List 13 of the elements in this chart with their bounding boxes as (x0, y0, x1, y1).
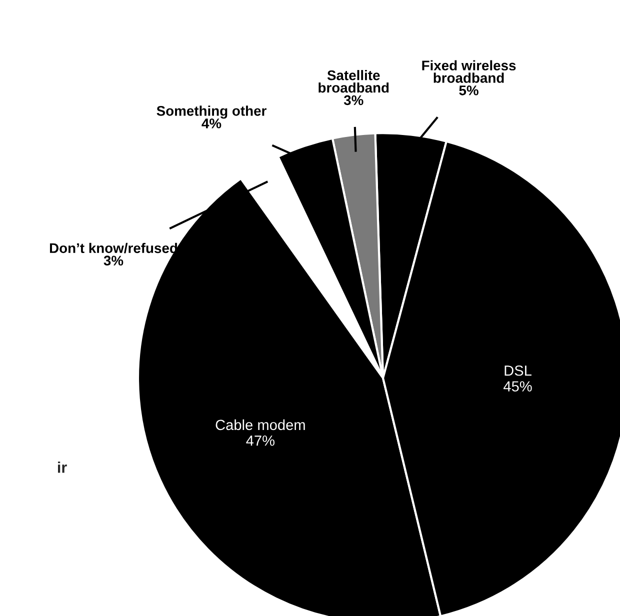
data-label: 5% (459, 86, 478, 96)
data-label: 47% (246, 436, 274, 446)
slice-label: DSL (504, 365, 532, 376)
text: ir (58, 462, 67, 473)
data-label: 4% (202, 118, 222, 128)
slice-label: Don’t know/refused (50, 242, 178, 254)
slice-label: Something other (156, 106, 266, 119)
slice-label: Cable modem (216, 419, 305, 430)
data-label: 45% (504, 381, 532, 392)
slice-label: Satellite broadband (318, 70, 389, 93)
slice-label: Fixed wireless broadband (422, 60, 516, 83)
data-label: 3% (104, 256, 124, 266)
data-label: 3% (344, 95, 364, 106)
